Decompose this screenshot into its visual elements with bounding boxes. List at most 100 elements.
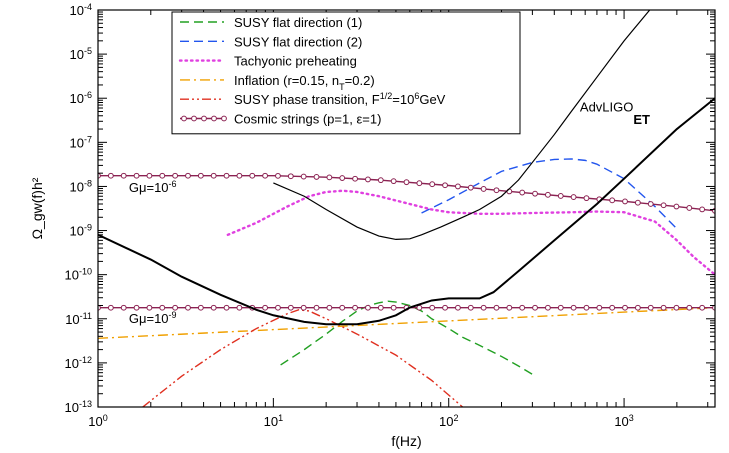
series-cosmic-strings-p-1-1-marker [442, 182, 448, 189]
series-cosmic-strings-g-10-9-marker [287, 304, 294, 311]
legend-item-5-label: Cosmic strings (p=1, ε=1) [234, 112, 381, 127]
y-tick-exp: -6 [84, 90, 92, 100]
y-tick-label: 10-13 [65, 399, 92, 415]
y-tick-exp: -13 [79, 399, 92, 409]
series-cosmic-strings-g-10-9-marker [313, 304, 320, 311]
x-axis-label: f(Hz) [391, 433, 421, 449]
series-cosmic-strings-p-1-1-marker [159, 172, 166, 179]
x-tick-exp: 3 [629, 413, 634, 423]
y-tick-base: 10 [65, 400, 79, 415]
annotation-et-part: ET [633, 112, 650, 127]
series-cosmic-strings-g-10-9-marker [416, 304, 423, 311]
series-cosmic-strings-g-10-9-marker [660, 304, 667, 311]
series-cosmic-strings-g-10-9-marker [699, 304, 706, 311]
y-tick-base: 10 [70, 3, 84, 18]
x-tick-exp: 2 [453, 413, 458, 423]
y-tick-label: 10-12 [65, 355, 92, 371]
series-cosmic-strings-p-1-1-marker [326, 174, 333, 181]
series-cosmic-strings-p-1-1-marker [455, 183, 461, 190]
series-cosmic-strings-g-10-9-marker [493, 304, 500, 311]
series-cosmic-strings-g-10-9-marker [519, 304, 526, 311]
y-tick-base: 10 [65, 312, 79, 327]
y-tick-label: 10-8 [70, 178, 92, 194]
series-cosmic-strings-g-10-9-marker [634, 304, 641, 311]
series-susy-flat-direction-2-line [421, 158, 678, 230]
series-cosmic-strings-g-10-9-marker [210, 304, 217, 311]
series-cosmic-strings-g-10-9-marker [429, 304, 436, 311]
series-cosmic-strings-g-10-9-marker [223, 304, 230, 311]
plot-frame [97, 9, 716, 408]
series-cosmic-strings-g-10-9-marker [686, 304, 693, 311]
annotation-gmu6-part: -6 [169, 179, 177, 189]
series-cosmic-strings-p-1-1-marker [223, 172, 230, 179]
series-cosmic-strings-g-10-9-marker [326, 304, 333, 311]
series-cosmic-strings-p-1-1-marker [467, 184, 474, 191]
series-cosmic-strings-p-1-1-marker [352, 175, 358, 182]
series-cosmic-strings-p-1-1-marker [673, 203, 680, 210]
axes: 100 101 102 10310-1310-1210-1110-1010-910-8… [65, 2, 716, 429]
series-cosmic-strings-p-1-1-marker [609, 197, 616, 204]
series-cosmic-strings-p-1-1-marker [493, 187, 500, 194]
x-tick-label: 101 [264, 413, 283, 429]
series-cosmic-strings-p-1-1-marker [172, 172, 179, 179]
y-tick-label: 10-6 [70, 90, 92, 106]
y-tick-base: 10 [65, 356, 79, 371]
series-cosmic-strings-p-1-1-marker [532, 190, 538, 197]
legend-item-1-label-part: SUSY flat direction (2) [234, 34, 362, 49]
legend-item-3-label: Inflation (r=0.15, nT=0.2) [234, 73, 375, 92]
legend-item-3-label-part: Inflation (r=0.15, n [234, 73, 339, 88]
series-cosmic-strings-g-10-9-marker [185, 304, 191, 311]
series-cosmic-strings-g-10-9-marker [339, 304, 346, 311]
y-tick-base: 10 [70, 91, 84, 106]
series-cosmic-strings-p-1-1-marker [275, 172, 281, 179]
y-tick-base: 10 [65, 268, 79, 283]
series-cosmic-strings-g-10-9-marker [300, 304, 307, 311]
y-tick-base: 10 [70, 47, 84, 62]
annotation-advligo-part: AdvLIGO [580, 100, 633, 115]
series-cosmic-strings-p-1-1-marker [390, 178, 397, 185]
legend-box [171, 11, 521, 135]
series-cosmic-strings-p-1-1-marker [185, 172, 191, 179]
series-susy-flat-direction-1-line [280, 300, 533, 375]
x-tick-base: 10 [614, 414, 628, 429]
series-cosmic-strings-p-1-1-marker [699, 206, 706, 213]
y-tick-label: 10-11 [65, 311, 92, 327]
series-cosmic-strings-g-10-9-marker [647, 304, 654, 311]
legend-item-0-label-part: SUSY flat direction (1) [234, 15, 362, 30]
series-cosmic-strings-p-1-1-line [98, 175, 715, 212]
x-tick-base: 10 [88, 414, 102, 429]
series-cosmic-strings-g-10-9-marker [557, 304, 564, 311]
y-tick-exp: -8 [84, 178, 92, 188]
legend-item-1-label: SUSY flat direction (2) [234, 34, 362, 49]
annotation-gmu6-part: Gμ=10 [129, 180, 169, 195]
legend-item-2-label-part: Tachyonic preheating [234, 54, 357, 69]
series-cosmic-strings-g-10-9-marker [442, 304, 448, 311]
legend-item-5-swatch-marker [181, 115, 187, 122]
series-cosmic-strings-g-10-9-marker [120, 304, 127, 311]
legend: SUSY flat direction (1) SUSY flat directi… [171, 11, 521, 135]
series-cosmic-strings-g-10-9-marker [390, 304, 397, 311]
series-cosmic-strings-g-10-9-marker [544, 304, 551, 311]
x-tick-label: 103 [614, 413, 633, 429]
series-cosmic-strings-g-10-9-marker [467, 304, 474, 311]
series-cosmic-strings-g-10-9-marker [583, 304, 590, 311]
series-cosmic-strings-p-1-1-marker [544, 191, 551, 198]
y-tick-base: 10 [70, 224, 84, 239]
x-tick-base: 10 [264, 414, 278, 429]
series-cosmic-strings-g-10-9-marker [622, 304, 628, 311]
series-cosmic-strings-g-10-9-marker [609, 304, 616, 311]
legend-item-3-label-part: =0.2) [345, 73, 375, 88]
series-cosmic-strings-g-10-9-marker [159, 304, 166, 311]
annotation-gmu9-part: Gμ=10 [129, 311, 169, 326]
series-cosmic-strings-g-10-9-marker [352, 304, 358, 311]
series-cosmic-strings-g-10-9-marker [455, 304, 461, 311]
series-cosmic-strings-p-1-1-marker [557, 193, 564, 199]
legend-item-2-label: Tachyonic preheating [234, 54, 357, 69]
series-cosmic-strings-p-1-1-marker [210, 172, 217, 179]
series-cosmic-strings-g-10-9-marker [532, 304, 538, 311]
series-cosmic-strings-p-1-1-marker [403, 179, 410, 186]
legend-item-5-label-part: Cosmic strings (p=1, ε=1) [234, 112, 381, 127]
series-cosmic-strings-g-10-9-marker [197, 304, 204, 311]
series-cosmic-strings-p-1-1-marker [300, 173, 307, 180]
